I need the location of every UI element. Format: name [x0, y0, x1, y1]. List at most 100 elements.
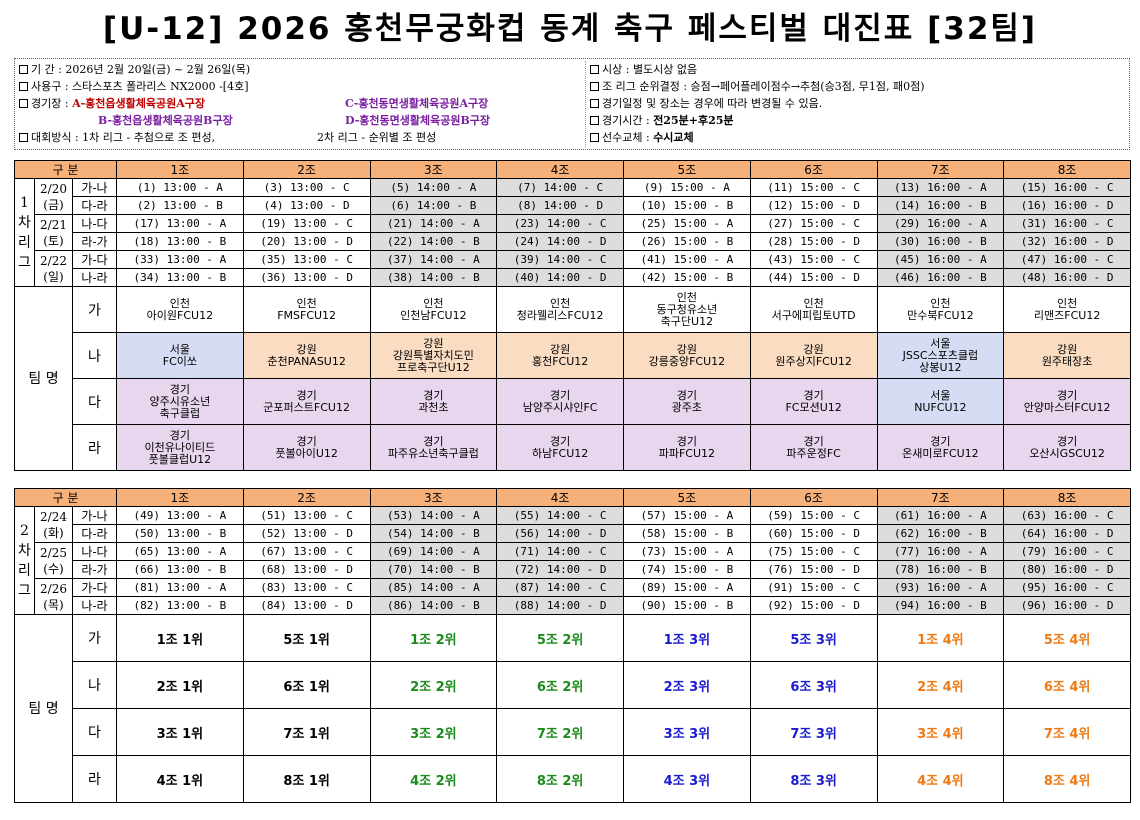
team-region: 서울: [930, 336, 951, 350]
match-cell: (39) 14:00 - C: [496, 250, 624, 269]
match-cell: (84) 13:00 - D: [242, 596, 371, 615]
match-cell: (62) 16:00 - B: [876, 524, 1005, 543]
match-cell: (21) 14:00 - A: [369, 214, 498, 233]
group-header: 1조: [116, 160, 244, 179]
format-text-a: 대회방식 : 1차 리그 - 추첨으로 조 편성,: [31, 131, 216, 144]
gubun-header: 구 분: [14, 160, 117, 179]
match-cell: (93) 16:00 - A: [876, 578, 1005, 597]
date-cell: 2/25 (수): [34, 542, 73, 579]
time-value: 전25분+후25분: [653, 114, 734, 127]
slot-cell: 8조 4위: [1003, 755, 1131, 803]
team-cell: 경기 오산시GSCU12: [1003, 424, 1131, 471]
team-region: 인천: [803, 296, 824, 310]
team-cell: 경기 파주운정FC: [749, 424, 878, 471]
pool-label: 나: [72, 661, 117, 709]
sub-label: 선수교체 :: [602, 131, 654, 144]
slot-cell: 5조 2위: [496, 614, 624, 662]
match-cell: (33) 13:00 - A: [116, 250, 244, 269]
team-region: 경기: [1057, 434, 1078, 448]
team-cell: 경기 하남FCU12: [496, 424, 624, 471]
match-cell: (3) 13:00 - C: [242, 178, 371, 197]
match-cell: (58) 15:00 - B: [623, 524, 751, 543]
match-cell: (87) 14:00 - C: [496, 578, 624, 597]
match-cell: (66) 13:00 - B: [116, 560, 244, 579]
team-name: 서구에피립토UTD: [771, 308, 856, 322]
team-region: 강원: [1057, 342, 1078, 356]
match-row: 2 차 리 그 2/24 (화) 가-나 (49) 13:00 - A (51) 13:0…: [14, 506, 1131, 615]
match-cell: (17) 13:00 - A: [116, 214, 244, 233]
team-name: FC이쏘: [162, 354, 197, 368]
match-cell: (53) 14:00 - A: [369, 506, 498, 525]
team-region: 인천: [930, 296, 951, 310]
match-cell: (72) 14:00 - D: [496, 560, 624, 579]
match-cell: (47) 16:00 - C: [1003, 250, 1131, 269]
team-region: 인천: [296, 296, 317, 310]
match-cell: (65) 13:00 - A: [116, 542, 244, 561]
dow-text: (화): [43, 525, 64, 540]
time-label: 경기시간 :: [602, 114, 654, 127]
group-header: 4조: [496, 160, 624, 179]
match-cell: (71) 14:00 - C: [496, 542, 624, 561]
info-left: 기 간 : 2026년 2월 20일(금) ~ 2월 26일(목) 사용구 : …: [19, 61, 579, 146]
team-region: 강원: [423, 336, 444, 350]
dow-text: (일): [43, 269, 64, 284]
sub-value: 수시교체: [653, 131, 694, 144]
group-header: 1조: [116, 488, 244, 507]
team-cell: 강원 강릉중앙FCU12: [623, 332, 751, 379]
date-cell: 2/20 (금): [34, 178, 73, 215]
match-cell: (44) 15:00 - D: [749, 268, 878, 287]
group-header: 5조: [623, 488, 751, 507]
match-cell: (90) 15:00 - B: [623, 596, 751, 615]
team-name: 강원특별자치도민 프로축구단U12: [392, 348, 474, 374]
checkbox-icon: [590, 133, 599, 142]
team-cell: 경기 FC모션U12: [749, 378, 878, 425]
match-cell: (67) 13:00 - C: [242, 542, 371, 561]
match-cell: (46) 16:00 - B: [876, 268, 1005, 287]
slot-cell: 5조 4위: [1003, 614, 1131, 662]
award-text: 시상 : 별도시상 없음: [602, 63, 698, 76]
match-cell: (6) 14:00 - B: [369, 196, 498, 215]
ball-text: 사용구 : 스타스포츠 폴라리스 NX2000 -[4호]: [31, 80, 249, 93]
slot-cell: 4조 4위: [876, 755, 1005, 803]
group-header: 8조: [1003, 160, 1131, 179]
slot-cell: 4조 2위: [369, 755, 498, 803]
team-cell: 인천 인천남FCU12: [369, 286, 498, 333]
match-cell: (88) 14:00 - D: [496, 596, 624, 615]
match-cell: (4) 13:00 - D: [242, 196, 371, 215]
team-region: 경기: [676, 388, 697, 402]
team-cell: 인천 청라웰리스FCU12: [496, 286, 624, 333]
team-name: 군포퍼스트FCU12: [263, 400, 350, 414]
slot-cell: 5조 1위: [242, 614, 371, 662]
team-name: JSSC스포츠클럽 상봉U12: [902, 348, 979, 374]
match-cell: (92) 15:00 - D: [749, 596, 878, 615]
team-row: 라 경기 이천유나이티드 풋볼클럽U12 경기 풋볼아이U12 경기 파주유소년축구클럽 경기…: [15, 424, 1131, 471]
group-header: 4조: [496, 488, 624, 507]
dow-text: (토): [43, 233, 64, 248]
match-row: 다-라 (2) 13:00 - B (4) 13:00 - D (6) 14:00 -…: [15, 196, 1131, 215]
venue-label: 경기장 :: [31, 97, 73, 110]
team-name: 원주태장초: [1041, 354, 1093, 368]
team-region: 경기: [296, 434, 317, 448]
match-cell: (57) 15:00 - A: [623, 506, 751, 525]
match-cell: (30) 16:00 - B: [876, 232, 1005, 251]
slot-cell: 3조 2위: [369, 708, 498, 756]
match-cell: (42) 15:00 - B: [623, 268, 751, 287]
pool-label: 다: [72, 708, 117, 756]
date-cell: 2/21 (토): [34, 214, 73, 251]
pair-cell: 나-라: [72, 268, 117, 287]
pool-label: 가: [72, 614, 117, 662]
match-row: 나-라 (34) 13:00 - B (36) 13:00 - D (38) 14:0…: [15, 268, 1131, 287]
info-box: 기 간 : 2026년 2월 20일(금) ~ 2월 26일(목) 사용구 : …: [14, 58, 1130, 150]
checkbox-icon: [19, 82, 28, 91]
match-cell: (28) 15:00 - D: [749, 232, 878, 251]
team-region: 경기: [803, 388, 824, 402]
team-region: 경기: [550, 434, 571, 448]
date-text: 2/22: [40, 253, 67, 268]
match-row: 나-라 (82) 13:00 - B (84) 13:00 - D (86) 14:0…: [15, 596, 1131, 615]
pair-cell: 다-라: [72, 524, 117, 543]
team-cell: 강원 홍천FCU12: [496, 332, 624, 379]
slot-cell: 6조 3위: [749, 661, 878, 709]
team-region: 인천: [676, 290, 697, 304]
match-cell: (27) 15:00 - C: [749, 214, 878, 233]
team-name: 온새미로FCU12: [902, 446, 979, 460]
